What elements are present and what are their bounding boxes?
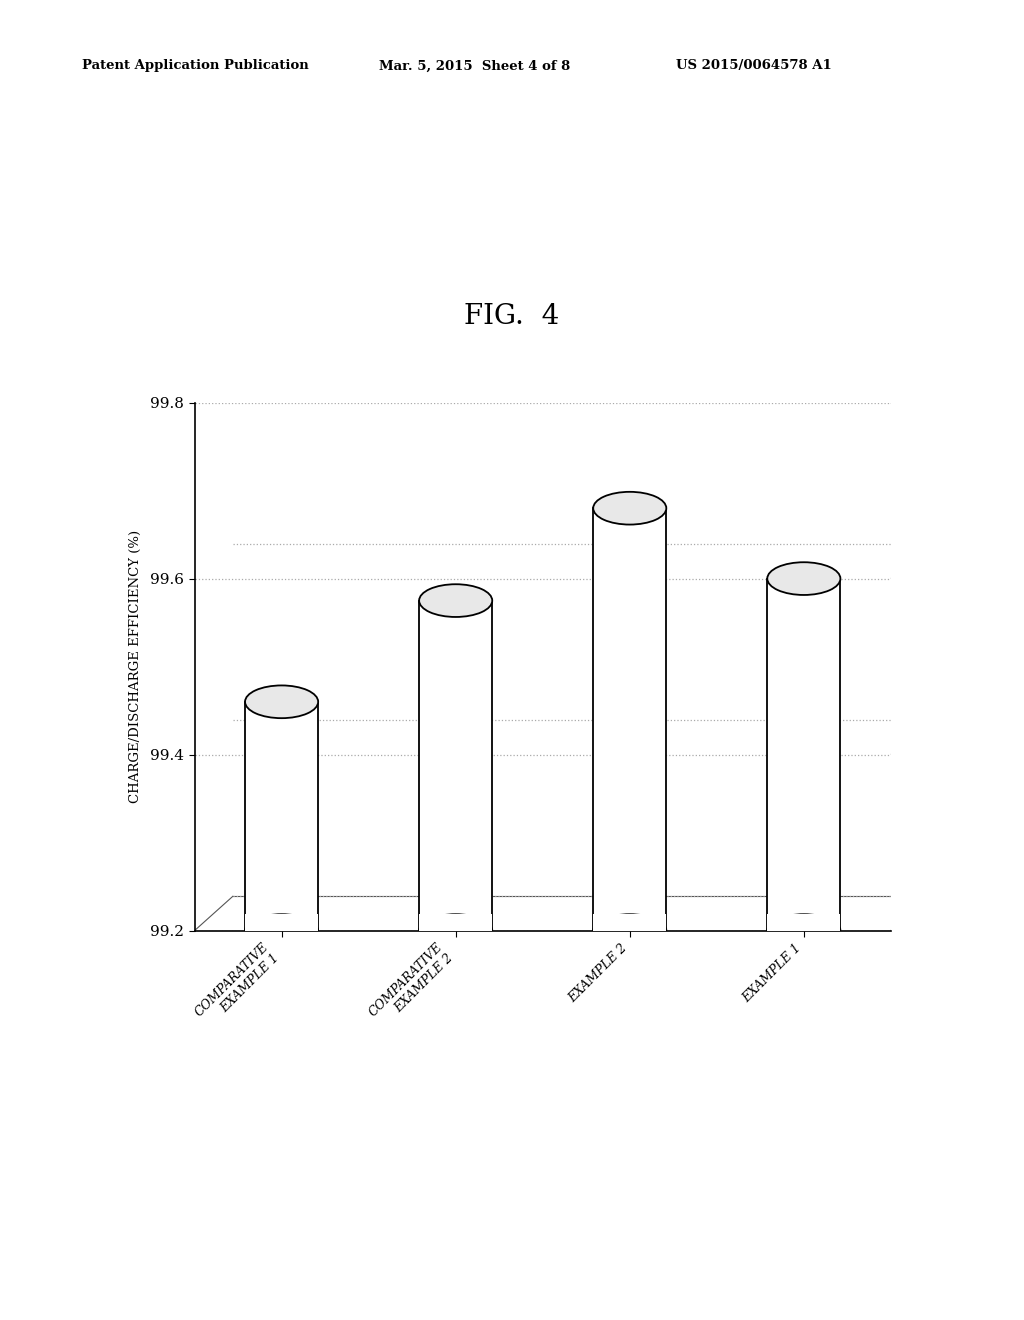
Y-axis label: CHARGE/DISCHARGE EFFICIENCY (%): CHARGE/DISCHARGE EFFICIENCY (%) bbox=[129, 531, 141, 803]
Ellipse shape bbox=[593, 915, 667, 946]
Text: FIG.  4: FIG. 4 bbox=[464, 304, 560, 330]
Bar bbox=[419, 915, 493, 931]
Ellipse shape bbox=[419, 915, 493, 946]
Ellipse shape bbox=[419, 585, 493, 616]
Text: Patent Application Publication: Patent Application Publication bbox=[82, 59, 308, 73]
Bar bbox=[593, 915, 667, 931]
Text: Mar. 5, 2015  Sheet 4 of 8: Mar. 5, 2015 Sheet 4 of 8 bbox=[379, 59, 570, 73]
Ellipse shape bbox=[245, 915, 318, 946]
Bar bbox=[245, 915, 318, 931]
Ellipse shape bbox=[767, 562, 841, 595]
Bar bbox=[767, 578, 841, 931]
Bar bbox=[767, 915, 841, 931]
Ellipse shape bbox=[245, 685, 318, 718]
Bar bbox=[245, 702, 318, 931]
Bar bbox=[593, 508, 667, 931]
Text: US 2015/0064578 A1: US 2015/0064578 A1 bbox=[676, 59, 831, 73]
Bar bbox=[419, 601, 493, 931]
Ellipse shape bbox=[593, 492, 667, 524]
Ellipse shape bbox=[767, 915, 841, 946]
